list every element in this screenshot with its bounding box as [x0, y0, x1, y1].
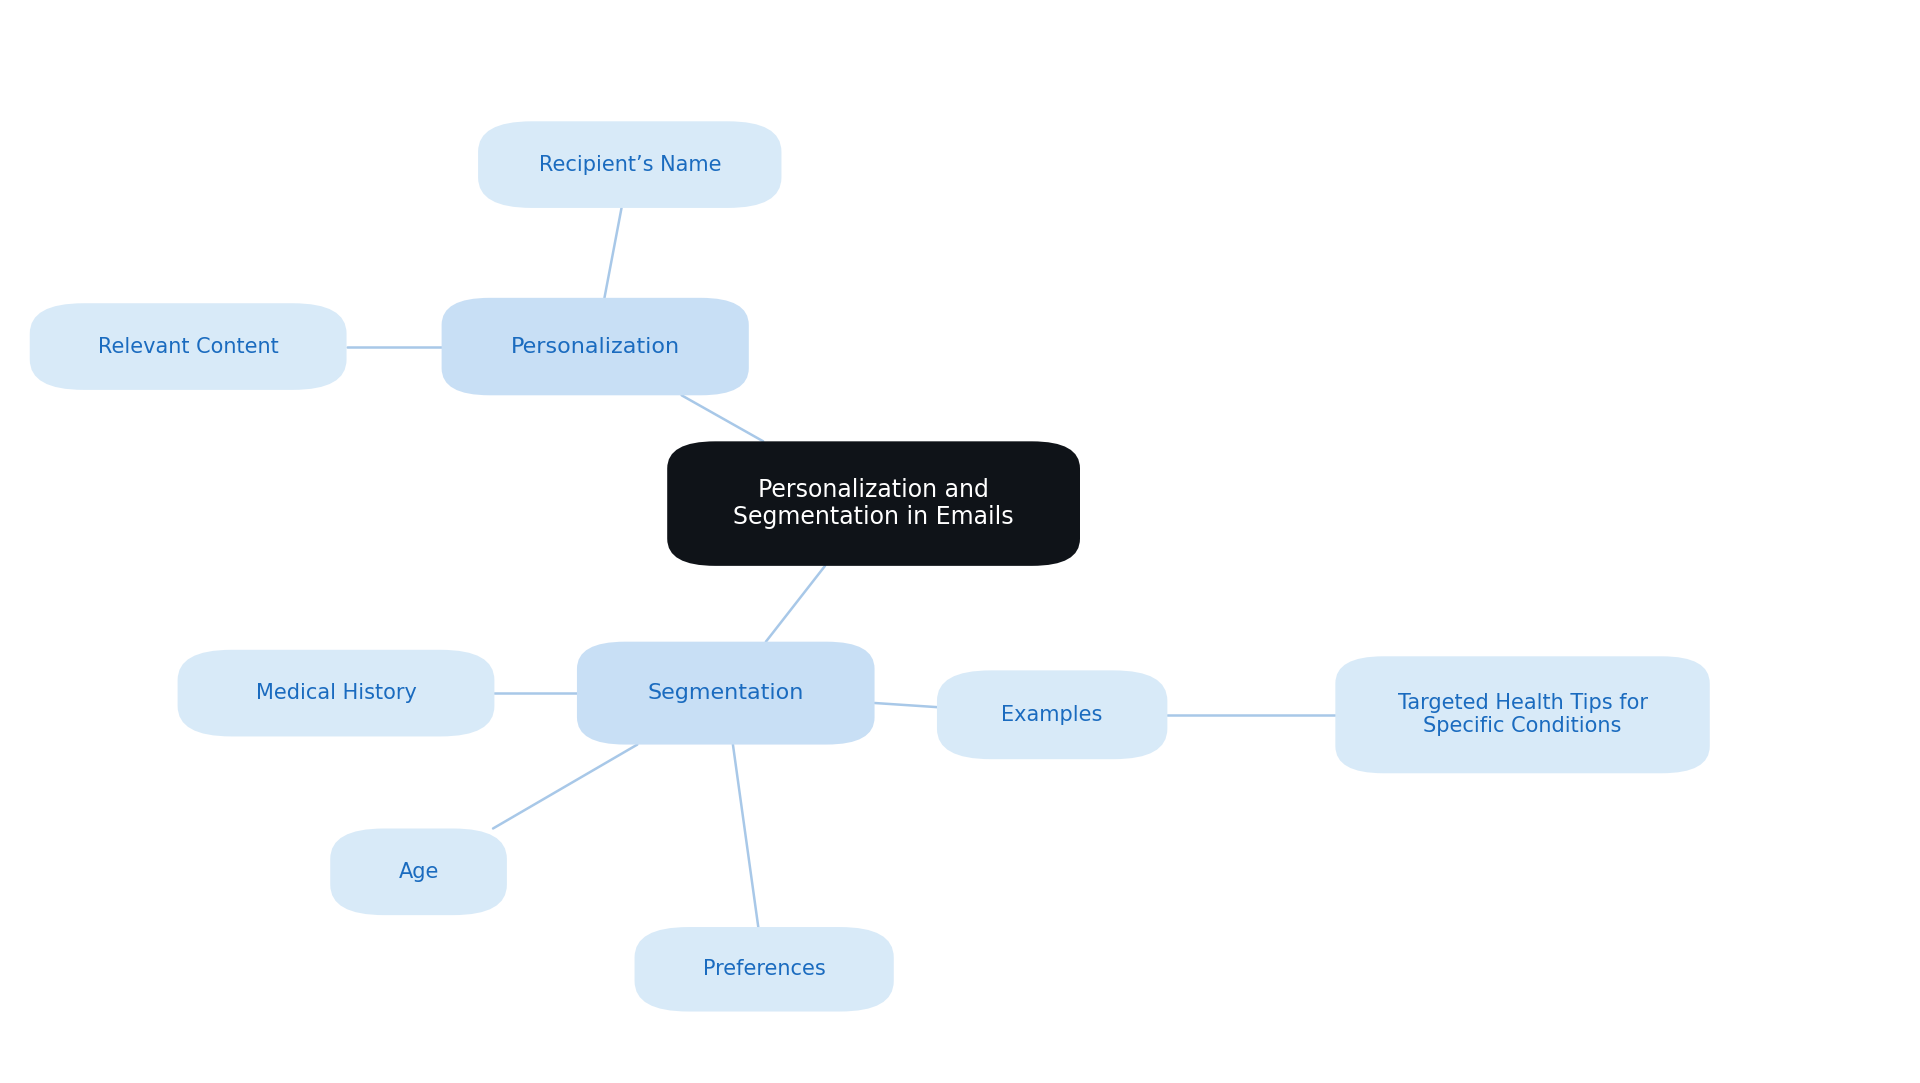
- Text: Personalization: Personalization: [511, 337, 680, 356]
- FancyBboxPatch shape: [576, 641, 876, 745]
- FancyBboxPatch shape: [634, 927, 893, 1012]
- FancyBboxPatch shape: [668, 442, 1079, 565]
- Text: Examples: Examples: [1002, 705, 1102, 725]
- Text: Preferences: Preferences: [703, 960, 826, 979]
- Text: Relevant Content: Relevant Content: [98, 337, 278, 356]
- FancyBboxPatch shape: [177, 650, 495, 736]
- Text: Age: Age: [397, 862, 440, 882]
- Text: Medical History: Medical History: [255, 683, 417, 703]
- FancyBboxPatch shape: [1336, 656, 1711, 773]
- FancyBboxPatch shape: [29, 303, 346, 390]
- Text: Recipient’s Name: Recipient’s Name: [538, 155, 722, 174]
- FancyBboxPatch shape: [937, 670, 1167, 759]
- FancyBboxPatch shape: [330, 828, 507, 915]
- FancyBboxPatch shape: [478, 121, 781, 208]
- Text: Targeted Health Tips for
Specific Conditions: Targeted Health Tips for Specific Condit…: [1398, 693, 1647, 736]
- Text: Personalization and
Segmentation in Emails: Personalization and Segmentation in Emai…: [733, 478, 1014, 530]
- Text: Segmentation: Segmentation: [647, 683, 804, 703]
- FancyBboxPatch shape: [442, 298, 749, 395]
